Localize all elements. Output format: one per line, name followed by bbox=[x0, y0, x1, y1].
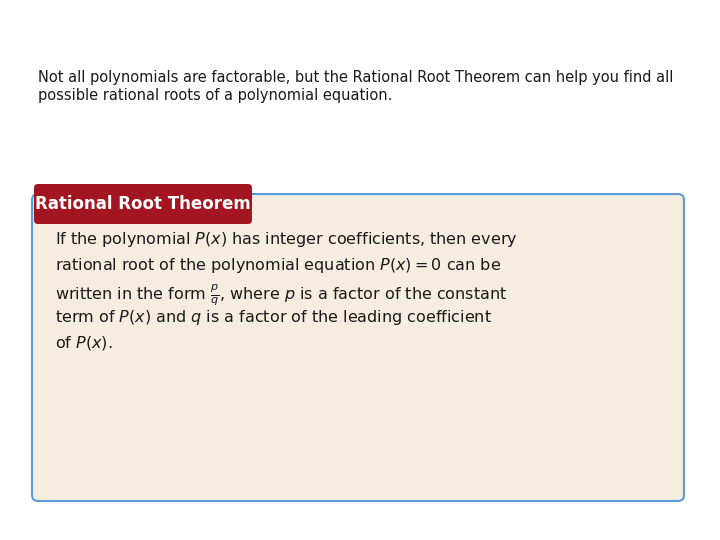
Text: Not all polynomials are factorable, but the Rational Root Theorem can help you f: Not all polynomials are factorable, but … bbox=[38, 70, 673, 85]
Text: of $P(x)$.: of $P(x)$. bbox=[55, 334, 112, 352]
Text: possible rational roots of a polynomial equation.: possible rational roots of a polynomial … bbox=[38, 88, 392, 103]
Text: rational root of the polynomial equation $P(x) = 0$ can be: rational root of the polynomial equation… bbox=[55, 256, 501, 275]
Text: term of $P(x)$ and $q$ is a factor of the leading coefficient: term of $P(x)$ and $q$ is a factor of th… bbox=[55, 308, 492, 327]
Text: written in the form $\frac{p}{q}$, where $p$ is a factor of the constant: written in the form $\frac{p}{q}$, where… bbox=[55, 282, 507, 308]
FancyBboxPatch shape bbox=[34, 184, 252, 224]
FancyBboxPatch shape bbox=[32, 194, 684, 501]
Text: If the polynomial $P(x)$ has integer coefficients, then every: If the polynomial $P(x)$ has integer coe… bbox=[55, 230, 518, 249]
Text: Rational Root Theorem: Rational Root Theorem bbox=[35, 195, 251, 213]
